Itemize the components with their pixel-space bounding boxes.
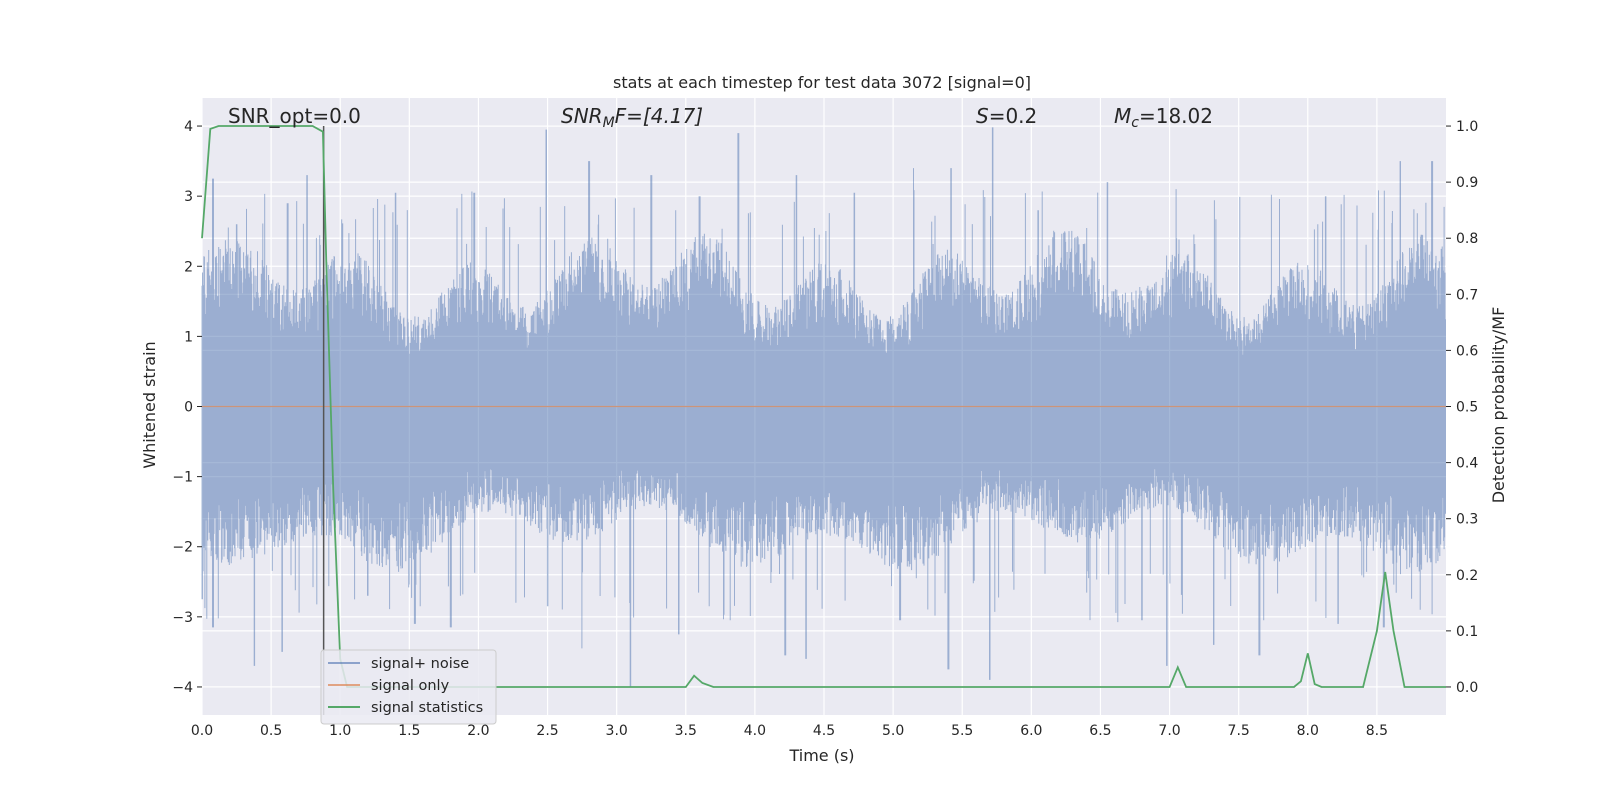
right-y-tick-label: 0.6 xyxy=(1456,343,1478,359)
annotation-snr-opt: SNR_opt=0.0 xyxy=(228,104,361,128)
x-tick-label: 5.5 xyxy=(951,723,973,739)
right-y-tick-label: 0.0 xyxy=(1456,680,1478,696)
legend-label-signal-statistics: signal statistics xyxy=(371,700,483,716)
x-tick-label: 6.5 xyxy=(1089,723,1111,739)
signal-noise-strokes xyxy=(201,127,1446,687)
x-tick-label: 4.5 xyxy=(813,723,835,739)
annotation-mc-symbol: M xyxy=(1114,104,1131,128)
y-tick-label: 2 xyxy=(184,259,193,275)
right-y-tick-label: 0.3 xyxy=(1456,512,1478,528)
right-y-tick-label: 0.5 xyxy=(1456,400,1478,416)
x-tick-label: 7.5 xyxy=(1228,723,1250,739)
x-tick-label: 5.0 xyxy=(882,723,904,739)
annotation-s-symbol: S xyxy=(976,104,989,128)
annotation-s-value: =0.2 xyxy=(989,104,1038,128)
annotation-snr-mf-subscript: M xyxy=(603,115,615,131)
y-tick-label: 1 xyxy=(184,329,193,345)
x-tick-label: 2.0 xyxy=(467,723,489,739)
signal-statistics-line xyxy=(201,125,1446,688)
y-tick-label: 3 xyxy=(184,189,193,205)
legend-box xyxy=(320,649,497,725)
right-y-tick-label: 0.7 xyxy=(1456,287,1478,303)
x-tick-label: 7.0 xyxy=(1158,723,1180,739)
right-y-tick-label: 0.9 xyxy=(1456,175,1478,191)
x-tick-label: 0.0 xyxy=(191,723,213,739)
x-tick-label: 0.5 xyxy=(260,723,282,739)
y-tick-label: −2 xyxy=(172,540,193,556)
right-y-tick-label: 1.0 xyxy=(1456,119,1478,135)
x-tick-label: 8.0 xyxy=(1297,723,1319,739)
right-y-tick-label: 0.1 xyxy=(1456,624,1478,640)
x-tick-label: 3.5 xyxy=(675,723,697,739)
y-axis-ticks: −4 −3 −2 −1 0 1 2 3 4 xyxy=(172,119,202,696)
right-y-axis-label: Detection probability/MF xyxy=(1489,307,1508,504)
y-tick-label: −4 xyxy=(172,680,193,696)
annotation-mc-subscript: c xyxy=(1131,115,1139,131)
legend: signal+ noise signal only signal statist… xyxy=(320,649,497,725)
annotation-snr-mf-symbol: SNR xyxy=(561,104,603,128)
y-tick-label: −3 xyxy=(172,610,193,626)
x-tick-label: 1.5 xyxy=(398,723,420,739)
annotation-snr-mf: SNRMF=[4.17] xyxy=(561,104,703,131)
legend-label-signal-only: signal only xyxy=(371,678,450,694)
annotation-mc-value: =18.02 xyxy=(1139,104,1213,128)
annotation-mc: Mc=18.02 xyxy=(1114,104,1213,131)
x-tick-label: 3.0 xyxy=(606,723,628,739)
annotation-snr-mf-value: F=[4.17] xyxy=(615,104,703,128)
right-y-axis-ticks: 0.0 0.1 0.2 0.3 0.4 0.5 0.6 0.7 0.8 0.9 1.0 xyxy=(1446,119,1478,696)
plot-area xyxy=(201,98,1446,715)
x-tick-label: 8.5 xyxy=(1366,723,1388,739)
signal-noise-series xyxy=(201,127,1446,687)
x-tick-label: 6.0 xyxy=(1020,723,1042,739)
annotation-s: S=0.2 xyxy=(976,104,1037,128)
chart-title: stats at each timestep for test data 307… xyxy=(613,73,1031,92)
x-tick-label: 2.5 xyxy=(536,723,558,739)
right-y-tick-label: 0.4 xyxy=(1456,456,1478,472)
y-tick-label: −1 xyxy=(172,470,193,486)
x-tick-label: 1.0 xyxy=(329,723,351,739)
x-axis-ticks: 0.0 0.5 1.0 1.5 2.0 2.5 3.0 3.5 4.0 4.5 5.0 5.5 6.0 6… xyxy=(191,723,1388,739)
y-tick-label: 4 xyxy=(184,119,193,135)
y-tick-label: 0 xyxy=(184,400,193,416)
x-axis-label: Time (s) xyxy=(788,746,854,765)
annotations: SNR_opt=0.0 SNRMF=[4.17] S=0.2 Mc=18.02 xyxy=(228,104,1213,131)
right-y-tick-label: 0.8 xyxy=(1456,231,1478,247)
y-axis-label: Whitened strain xyxy=(140,341,159,468)
right-y-tick-label: 0.2 xyxy=(1456,568,1478,584)
x-tick-label: 4.0 xyxy=(744,723,766,739)
legend-label-signal-noise: signal+ noise xyxy=(371,656,469,672)
